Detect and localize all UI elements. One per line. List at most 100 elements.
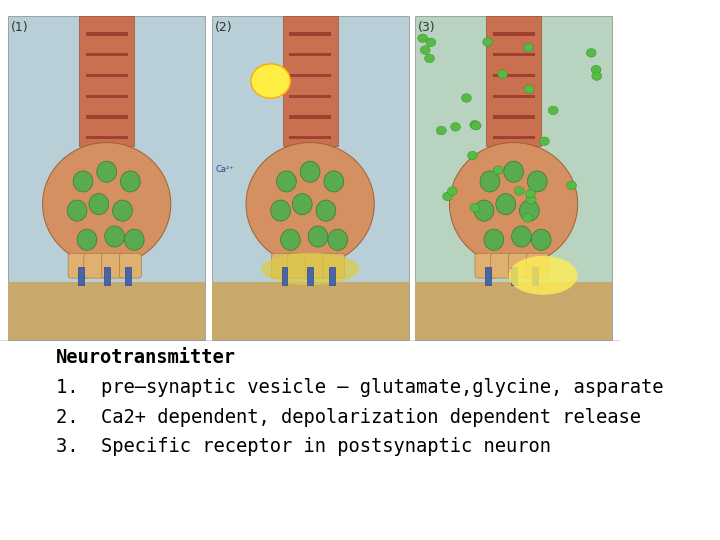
FancyBboxPatch shape [508, 253, 531, 278]
Circle shape [523, 213, 533, 222]
Ellipse shape [96, 161, 117, 183]
Ellipse shape [316, 200, 336, 221]
Circle shape [524, 85, 534, 93]
Circle shape [482, 38, 492, 46]
Ellipse shape [520, 200, 539, 221]
FancyBboxPatch shape [102, 253, 124, 278]
Circle shape [591, 65, 601, 74]
Circle shape [539, 137, 549, 145]
Circle shape [498, 70, 508, 78]
Ellipse shape [73, 171, 93, 192]
Bar [492, 53, 534, 56]
Ellipse shape [112, 200, 132, 221]
Bar [8, 282, 205, 340]
Bar [492, 32, 534, 36]
Circle shape [592, 72, 602, 80]
Bar [289, 116, 331, 119]
Bar [492, 74, 534, 77]
Bar [492, 94, 534, 98]
Bar [86, 116, 127, 119]
Bar [486, 16, 541, 146]
Circle shape [514, 187, 524, 195]
Bar [415, 16, 612, 340]
Ellipse shape [512, 226, 531, 247]
Text: (3): (3) [418, 21, 436, 33]
Bar [492, 116, 534, 119]
Circle shape [586, 49, 596, 57]
Text: Neurotransmitter: Neurotransmitter [56, 348, 236, 367]
Circle shape [548, 106, 558, 114]
FancyBboxPatch shape [271, 253, 294, 278]
Ellipse shape [104, 226, 125, 247]
Bar [79, 16, 135, 146]
Circle shape [471, 122, 481, 130]
Circle shape [462, 94, 472, 102]
Ellipse shape [300, 161, 320, 183]
Bar [282, 16, 338, 146]
Bar [86, 53, 127, 56]
Ellipse shape [125, 229, 144, 250]
Circle shape [526, 195, 536, 204]
Ellipse shape [77, 229, 96, 250]
Bar [415, 282, 612, 340]
Ellipse shape [67, 200, 87, 221]
Bar [329, 267, 335, 285]
Ellipse shape [328, 229, 348, 250]
Text: 2.  Ca2+ dependent, depolarization dependent release: 2. Ca2+ dependent, depolarization depend… [56, 408, 641, 427]
Ellipse shape [480, 171, 500, 192]
Bar [104, 267, 109, 285]
FancyBboxPatch shape [120, 253, 141, 278]
Ellipse shape [271, 200, 290, 221]
Ellipse shape [246, 143, 374, 266]
Bar [86, 94, 127, 98]
Bar [289, 53, 331, 56]
Bar [510, 267, 516, 285]
Ellipse shape [508, 256, 577, 295]
FancyBboxPatch shape [526, 253, 548, 278]
Ellipse shape [474, 200, 494, 221]
Ellipse shape [484, 229, 504, 250]
Text: Ca²⁺: Ca²⁺ [215, 165, 234, 174]
FancyBboxPatch shape [305, 253, 327, 278]
Bar [485, 267, 491, 285]
Bar [492, 136, 534, 139]
Ellipse shape [120, 171, 140, 192]
Circle shape [420, 46, 430, 55]
Bar [307, 267, 313, 285]
Ellipse shape [261, 253, 359, 285]
Circle shape [526, 190, 535, 198]
FancyBboxPatch shape [323, 253, 345, 278]
FancyBboxPatch shape [287, 253, 310, 278]
Ellipse shape [527, 171, 547, 192]
Ellipse shape [496, 194, 516, 214]
Circle shape [418, 34, 428, 43]
FancyBboxPatch shape [68, 253, 90, 278]
FancyBboxPatch shape [491, 253, 513, 278]
Bar [289, 94, 331, 98]
Ellipse shape [308, 226, 328, 247]
Text: (2): (2) [215, 21, 233, 33]
Circle shape [443, 192, 452, 201]
Bar [289, 136, 331, 139]
Bar [125, 267, 131, 285]
Circle shape [436, 126, 446, 135]
FancyBboxPatch shape [84, 253, 106, 278]
Bar [289, 32, 331, 36]
Circle shape [493, 166, 503, 174]
Circle shape [523, 43, 534, 52]
Circle shape [470, 204, 480, 212]
Bar [78, 267, 84, 285]
Ellipse shape [531, 229, 551, 250]
Ellipse shape [276, 171, 297, 192]
Bar [8, 16, 205, 340]
Text: 3.  Specific receptor in postsynaptic neuron: 3. Specific receptor in postsynaptic neu… [56, 437, 551, 456]
Bar [86, 74, 127, 77]
Circle shape [467, 151, 477, 160]
Bar [212, 282, 409, 340]
Circle shape [251, 64, 290, 98]
Bar [86, 136, 127, 139]
Ellipse shape [292, 194, 312, 214]
Ellipse shape [504, 161, 523, 183]
Bar [289, 74, 331, 77]
FancyBboxPatch shape [475, 253, 497, 278]
